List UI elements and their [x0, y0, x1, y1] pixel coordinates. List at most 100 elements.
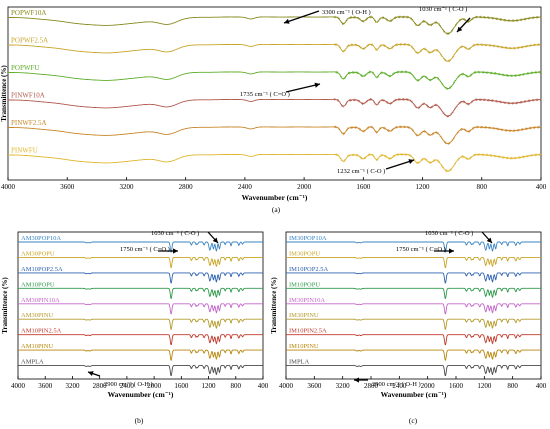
series-label: PINWF2.5A	[11, 119, 47, 127]
series-line-popwf10a	[8, 15, 542, 36]
x-tick-label: 800	[231, 382, 242, 390]
x-tick-label: 2000	[147, 382, 162, 390]
x-tick-label: 2000	[421, 382, 436, 390]
series-line-am30pop10a	[18, 241, 263, 253]
x-tick-label: 1200	[202, 382, 217, 390]
plot-frame	[285, 231, 542, 380]
annotation-arrow-head	[284, 18, 290, 24]
annotation-arrow-shaft	[283, 10, 320, 24]
annotation-label: 1030 cm⁻¹ ( C-O )	[151, 230, 199, 237]
series-label: IM10POPU	[289, 281, 320, 288]
series-line-am10popu	[18, 287, 263, 299]
ftir-panel-2: 4000 3600 3200 2800 2400 2000 1600 1200 800 400 Wa…	[1, 230, 269, 425]
series-line-pinwfu	[8, 152, 542, 173]
series-label: POPWF2.5A	[11, 37, 48, 45]
annotation-arrow-head	[408, 159, 414, 164]
x-tick-label: 3600	[307, 382, 322, 390]
x-tick-label: 400	[258, 382, 269, 390]
x-axis-title: Wavenumber (cm⁻¹)	[108, 390, 174, 399]
x-tick-label: 4000	[1, 183, 16, 191]
annotation-arrow-head	[173, 248, 178, 254]
series-label: AM10POPU	[21, 281, 55, 288]
x-tick-label: 2400	[392, 382, 407, 390]
series-line-pinwf2-5a	[8, 125, 542, 145]
x-tick-label: 3200	[119, 183, 134, 191]
x-tick-label: 2800	[93, 382, 108, 390]
series-line-am30pin10a	[18, 303, 263, 315]
y-axis-title: Transmittence (%)	[1, 277, 9, 334]
series-label: IM30POP10A	[289, 235, 327, 242]
series-label: IM10PIN2.5A	[289, 328, 327, 335]
series-line-im30pin10a	[286, 303, 541, 315]
plot-frame	[17, 231, 264, 380]
series-line-popwf2-5a	[8, 42, 541, 63]
x-tick-label: 400	[536, 382, 547, 390]
annotation-label: 2900 cm⁻¹ ( O-H )	[372, 381, 421, 388]
x-tick-label: 1200	[477, 382, 492, 390]
series-line-am10pin2-5a	[18, 334, 263, 346]
x-tick-label: 800	[507, 382, 518, 390]
x-tick-label: 2400	[238, 183, 253, 191]
x-tick-label: 3600	[38, 382, 53, 390]
annotation-arrow-head	[486, 237, 492, 243]
series-label: POPWF10A	[11, 9, 46, 17]
x-tick-label: 1600	[356, 183, 371, 191]
series-label: IM30PIN10A	[289, 297, 325, 304]
x-tick-label: 400	[536, 183, 547, 191]
x-tick-label: 3600	[60, 183, 75, 191]
x-tick-label: 1600	[449, 382, 464, 390]
panel-caption: (c)	[409, 416, 418, 425]
annotation-arrow-head	[314, 82, 320, 88]
series-label: IM30PINU	[289, 312, 319, 319]
x-tick-label: 2400	[120, 382, 135, 390]
series-line-im10pinu	[286, 349, 541, 361]
annotation-label: 1750 cm⁻¹ ( C=O )	[120, 246, 170, 253]
series-line-popwfu	[8, 70, 542, 90]
series-label: IM10POP2.5A	[289, 266, 328, 273]
series-label: IM30POPU	[289, 250, 320, 257]
x-tick-label: 3200	[336, 382, 351, 390]
series-label: AM30POP10A	[21, 235, 61, 242]
x-tick-label: 2000	[297, 183, 312, 191]
panel-caption: (b)	[135, 416, 144, 425]
ftir-panel-3: 4000 3600 3200 2800 2400 2000 1600 1200 800 400 Wa…	[270, 230, 547, 425]
annotation-label: 3300 cm⁻¹ ( O-H )	[322, 9, 371, 16]
series-line-ampla	[18, 365, 263, 377]
series-label: AMPLA	[21, 359, 44, 366]
ftir-panel-1: 4000 3600 3200 2800 2400 2000 1600 1200 800 400 Wa…	[0, 6, 547, 214]
series-label: AM30PINU	[21, 312, 53, 319]
x-tick-label: 1600	[174, 382, 189, 390]
annotation-label: 1232 cm⁻¹ ( C-O )	[337, 168, 385, 175]
series-label: AM10PINU	[21, 343, 53, 350]
x-tick-label: 2800	[364, 382, 379, 390]
series-label: AM10POP2.5A	[21, 266, 63, 273]
annotation-arrow-head	[449, 248, 454, 254]
series-line-im10pop2-5a	[286, 272, 541, 284]
series-line-impla	[286, 365, 541, 377]
annotation-arrow-head	[457, 26, 463, 32]
plot-frame	[7, 6, 542, 181]
x-tick-label: 800	[477, 183, 488, 191]
annotation-arrow-head	[88, 371, 94, 376]
series-line-im10popu	[286, 287, 541, 299]
annotation-label: 1030 cm⁻¹ ( C-O )	[425, 230, 473, 237]
series-label: AM10PIN2.5A	[21, 328, 62, 335]
series-label: IMPLA	[289, 359, 310, 366]
panel-caption: (a)	[272, 205, 281, 214]
series-line-im30pinu	[286, 318, 541, 330]
annotation-label: 1735 cm⁻¹ ( C=O )	[240, 91, 290, 98]
y-axis-title: Transmittence (%)	[270, 277, 278, 334]
x-tick-label: 4000	[11, 382, 26, 390]
series-line-im30popu	[286, 256, 541, 268]
annotation-arrow-head	[354, 377, 359, 383]
y-axis-title: Transmittence (%)	[0, 65, 8, 122]
annotation-arrow-head	[212, 237, 218, 243]
x-axis-title: Wavenumber (cm⁻¹)	[242, 193, 308, 202]
series-label: AM30POPU	[21, 250, 55, 257]
annotation-label: 1030 cm⁻¹ ( C-O )	[419, 6, 467, 13]
series-line-am30pinu	[18, 318, 263, 330]
series-line-am30popu	[18, 256, 263, 268]
x-tick-label: 1200	[416, 183, 431, 191]
annotation-label: 2900 cm⁻¹ ( O-H )	[104, 381, 153, 388]
